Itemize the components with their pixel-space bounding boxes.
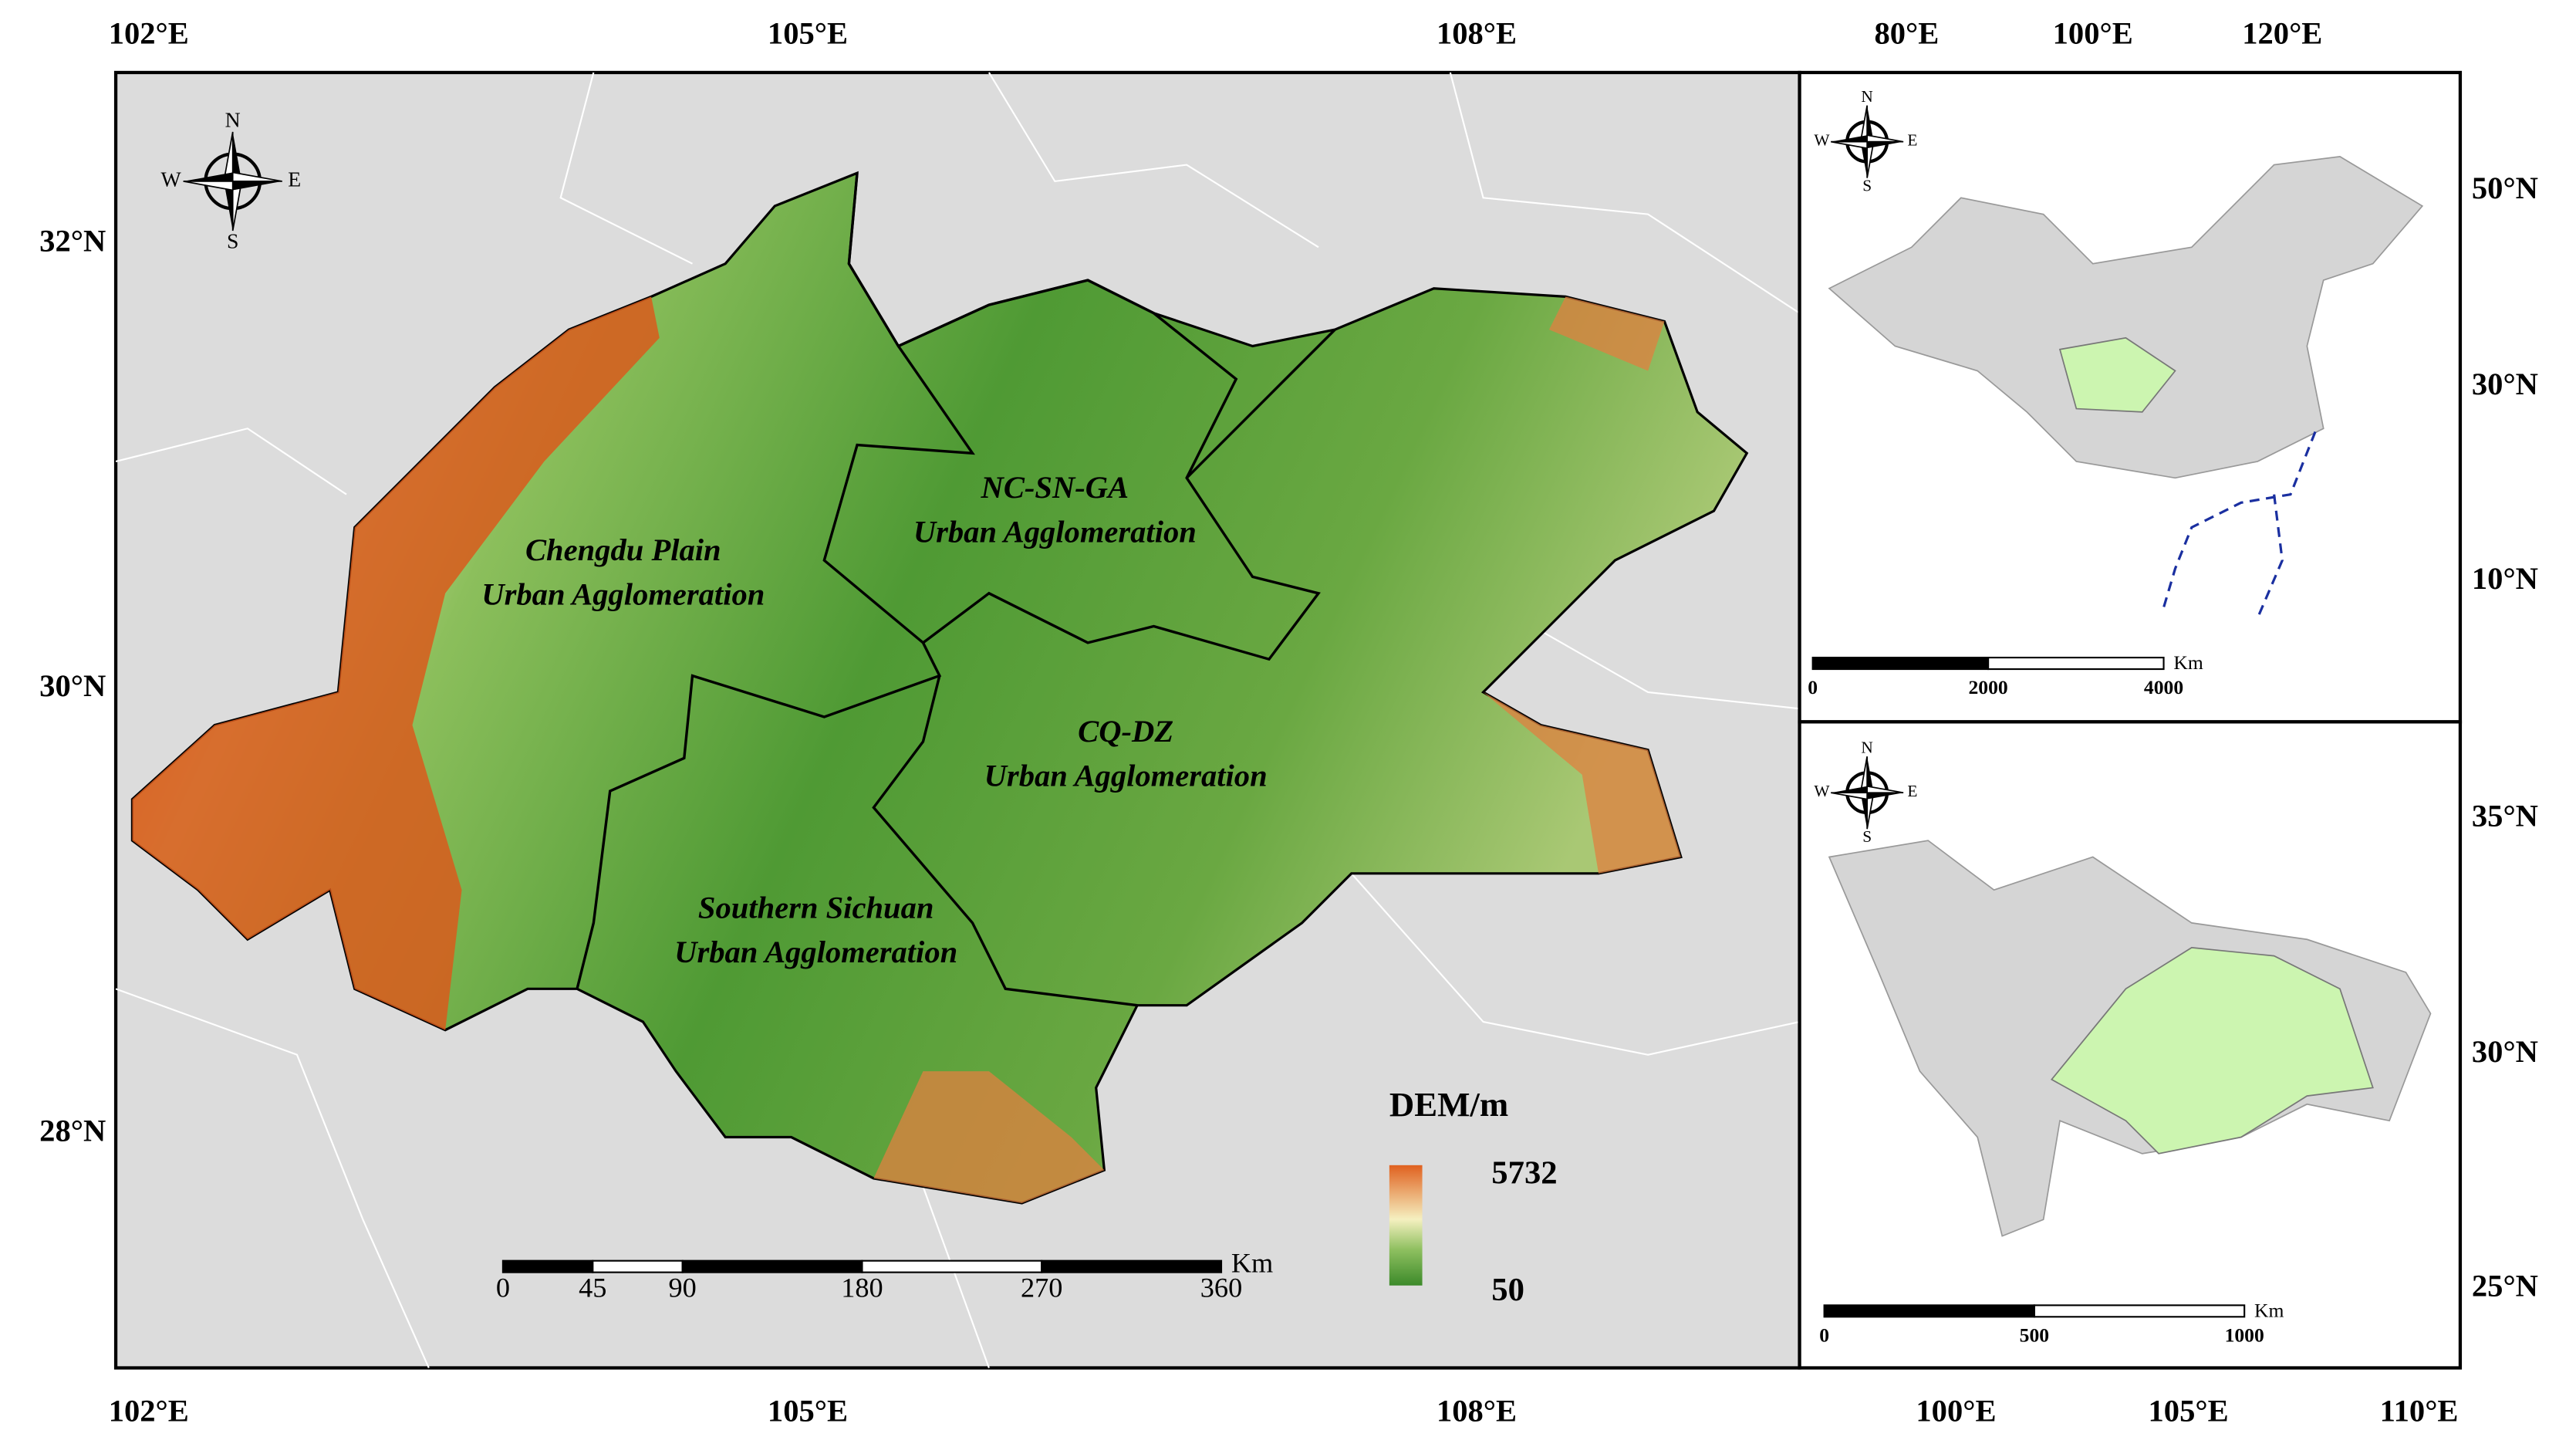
region-label: Southern Sichuan (698, 890, 934, 925)
legend-max: 5732 (1491, 1155, 1557, 1191)
lat-label: 30°N (2472, 367, 2538, 401)
scale-unit: Km (2254, 1299, 2284, 1321)
compass-letter: S (1862, 827, 1872, 846)
scale-segment (501, 1259, 594, 1273)
region-label: Urban Agglomeration (674, 935, 957, 969)
compass: N S E W (1814, 739, 1917, 846)
high-terrain (132, 296, 660, 1030)
scale-segment (2033, 1304, 2246, 1318)
compass-letter: N (1861, 739, 1872, 757)
compass-letter: S (227, 229, 238, 253)
lon-label: 108°E (1437, 1394, 1517, 1428)
compass-letter: E (1907, 131, 1917, 150)
scale-label: 270 (1021, 1273, 1062, 1303)
compass-letter: N (225, 108, 241, 132)
lat-label: 10°N (2472, 561, 2538, 596)
scale-segment (1811, 657, 1990, 671)
study-area-highlight (2051, 947, 2374, 1155)
region-label: Chengdu Plain (525, 532, 721, 567)
lat-label: 30°N (39, 668, 106, 703)
legend-title: DEM/m (1389, 1085, 1508, 1124)
compass-point (1867, 793, 1904, 800)
compass-point (183, 181, 234, 191)
lon-label: 80°E (1874, 15, 1939, 50)
scale-label: 0 (496, 1273, 510, 1303)
compass-letter: E (288, 167, 301, 191)
scale-label: 2000 (1968, 676, 2007, 698)
scale-unit: Km (2173, 651, 2203, 674)
scale-label: 4000 (2144, 676, 2183, 698)
nine-dash-line (2160, 431, 2317, 619)
lat-label: 50°N (2472, 171, 2538, 205)
scale-label: 0 (1819, 1324, 1829, 1346)
scale-segment (592, 1259, 684, 1273)
scale-segment (1987, 657, 2165, 671)
lat-label: 35°N (2472, 799, 2538, 833)
lon-label: 105°E (2149, 1394, 2229, 1428)
sichuan-highlight (2058, 336, 2176, 413)
scale-segment (1041, 1259, 1223, 1273)
compass-point (232, 181, 282, 191)
lat-label: 25°N (2472, 1268, 2538, 1303)
scale-segment (681, 1259, 863, 1273)
legend-min: 50 (1491, 1272, 1524, 1308)
lon-label: 100°E (1916, 1394, 1996, 1428)
compass-letter: N (1861, 87, 1872, 106)
compass-point (1831, 140, 1868, 150)
region-label: Urban Agglomeration (984, 759, 1268, 793)
scale-label: 360 (1200, 1273, 1242, 1303)
scale-segment (1823, 1304, 2035, 1318)
province-lines (115, 72, 1801, 1368)
scale-label: 180 (841, 1273, 883, 1303)
scale-label: 90 (669, 1273, 697, 1303)
dem-legend-ramp (1389, 1165, 1423, 1286)
lon-label: 105°E (768, 15, 848, 50)
compass: N S E W (161, 108, 302, 253)
china-outline (1828, 155, 2424, 479)
scale-label: 500 (2020, 1324, 2049, 1346)
compass-point (1860, 793, 1868, 830)
scale-label: 45 (579, 1273, 606, 1303)
compass-point (1831, 792, 1868, 800)
compass-letter: S (1862, 176, 1872, 194)
compass-letter: W (1814, 782, 1830, 800)
lon-label: 102°E (109, 1394, 189, 1428)
scale-unit: Km (1231, 1248, 1273, 1279)
lat-label: 32°N (39, 223, 106, 258)
region-label: NC-SN-GA (981, 470, 1129, 505)
high-terrain (873, 296, 1681, 1203)
compass: N S E W (1814, 87, 1917, 194)
lat-label: 30°N (2472, 1034, 2538, 1069)
compass-letter: W (1814, 131, 1830, 150)
lon-label: 105°E (768, 1394, 848, 1428)
lon-label: 120°E (2242, 15, 2322, 50)
agglomeration-borders (576, 173, 1336, 1007)
region-label: Urban Agglomeration (481, 577, 765, 612)
scale-segment (861, 1259, 1043, 1273)
lon-label: 100°E (2053, 15, 2133, 50)
scale-label: 1000 (2225, 1324, 2264, 1346)
compass-letter: W (161, 167, 182, 191)
compass-point (183, 172, 233, 181)
lon-label: 108°E (1437, 15, 1517, 50)
region-label: Urban Agglomeration (913, 515, 1197, 549)
region-label: CQ-DZ (1078, 714, 1173, 749)
lat-label: 28°N (39, 1114, 106, 1148)
lon-label: 110°E (2380, 1394, 2459, 1428)
lon-label: 102°E (109, 15, 189, 50)
scale-label: 0 (1808, 676, 1818, 698)
compass-point (232, 131, 242, 181)
compass-letter: E (1907, 782, 1917, 800)
